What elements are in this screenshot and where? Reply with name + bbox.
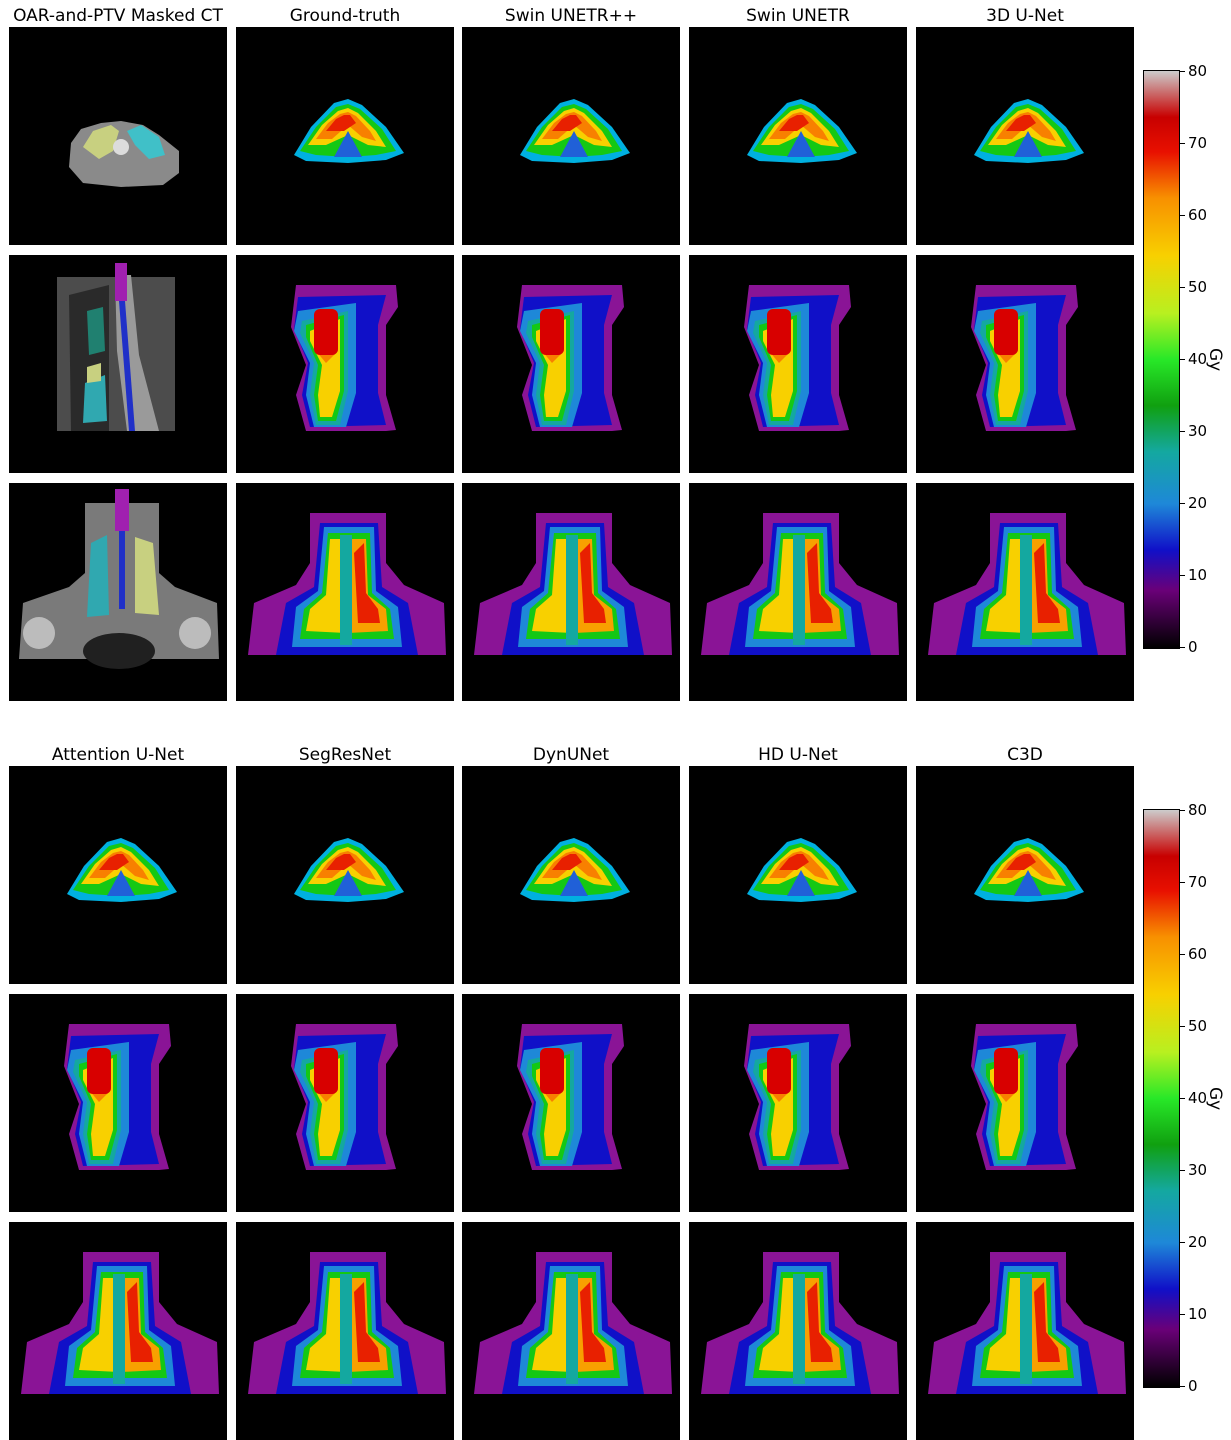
- colorbar-top-tick-label: 30: [1188, 422, 1208, 440]
- image-segresnet-sagittal: [236, 994, 454, 1212]
- colorbar-bottom-tick: [1179, 882, 1185, 883]
- image-attention-unet-sagittal: [9, 994, 227, 1212]
- image-ground-truth-sagittal: [236, 255, 454, 473]
- colorbar-bottom-tick-label: 80: [1188, 801, 1208, 819]
- colorbar-bottom-tick: [1179, 1386, 1185, 1387]
- colorbar-top-tick-label: 40: [1188, 350, 1208, 368]
- image-dynunet-sagittal: [462, 994, 680, 1212]
- colorbar-top-tick: [1179, 647, 1185, 648]
- image-attention-unet-axial: [9, 766, 227, 984]
- colorbar-bottom-tick: [1179, 1314, 1185, 1315]
- image-masked-ct-sagittal: [9, 255, 227, 473]
- colorbar-top-tick: [1179, 143, 1185, 144]
- image-attention-unet-coronal: [9, 1222, 227, 1440]
- image-masked-ct-coronal: [9, 483, 227, 701]
- colorbar-bottom-tick: [1179, 1242, 1185, 1243]
- column-title-dynunet: DynUNet: [532, 745, 610, 765]
- column-title-attention-unet: Attention U-Net: [51, 745, 185, 765]
- image-hd-unet-sagittal: [689, 994, 907, 1212]
- colorbar-top-tick-label: 50: [1188, 278, 1208, 296]
- image-hd-unet-axial: [689, 766, 907, 984]
- colorbar-top-tick: [1179, 503, 1185, 504]
- colorbar-bottom-tick-label: 0: [1188, 1377, 1198, 1395]
- image-c3d-coronal: [916, 1222, 1134, 1440]
- colorbar-top-tick-label: 20: [1188, 494, 1208, 512]
- image-swin-unetr-pp-axial: [462, 27, 680, 245]
- colorbar-top-tick: [1179, 359, 1185, 360]
- colorbar-bottom-tick-label: 40: [1188, 1089, 1208, 1107]
- column-title-ground-truth: Ground-truth: [289, 6, 401, 26]
- colorbar-top-tick: [1179, 575, 1185, 576]
- column-title-segresnet: SegResNet: [298, 745, 392, 765]
- column-title-swin-unetr-pp: Swin UNETR++: [504, 6, 638, 26]
- column-title-c3d: C3D: [1007, 745, 1043, 765]
- image-masked-ct-axial: [9, 27, 227, 245]
- colorbar-bottom-tick-label: 20: [1188, 1233, 1208, 1251]
- column-title-hd-unet: HD U-Net: [758, 745, 838, 765]
- image-ground-truth-coronal: [236, 483, 454, 701]
- image-segresnet-axial: [236, 766, 454, 984]
- colorbar-top-tick-label: 80: [1188, 62, 1208, 80]
- colorbar-bottom-tick-label: 70: [1188, 873, 1208, 891]
- image-dynunet-coronal: [462, 1222, 680, 1440]
- colorbar-top-tick-label: 70: [1188, 134, 1208, 152]
- colorbar-top-label: Gy: [1205, 348, 1225, 372]
- colorbar-bottom-tick-label: 30: [1188, 1161, 1208, 1179]
- colorbar-top-tick: [1179, 215, 1185, 216]
- image-3d-unet-sagittal: [916, 255, 1134, 473]
- image-swin-unetr-coronal: [689, 483, 907, 701]
- image-swin-unetr-axial: [689, 27, 907, 245]
- colorbar-top-tick: [1179, 71, 1185, 72]
- colorbar-bottom-label: Gy: [1205, 1087, 1225, 1111]
- colorbar-bottom-tick-label: 10: [1188, 1305, 1208, 1323]
- colorbar-bottom-tick-label: 60: [1188, 945, 1208, 963]
- colorbar-top-tick: [1179, 431, 1185, 432]
- image-dynunet-axial: [462, 766, 680, 984]
- column-title-masked-ct: OAR-and-PTV Masked CT: [13, 6, 223, 26]
- column-title-swin-unetr: Swin UNETR: [746, 6, 850, 26]
- image-swin-unetr-pp-coronal: [462, 483, 680, 701]
- image-c3d-axial: [916, 766, 1134, 984]
- image-hd-unet-coronal: [689, 1222, 907, 1440]
- colorbar-top-tick-label: 10: [1188, 566, 1208, 584]
- column-title-3d-unet: 3D U-Net: [986, 6, 1064, 26]
- colorbar-bottom-tick: [1179, 954, 1185, 955]
- colorbar-bottom-tick: [1179, 1026, 1185, 1027]
- colorbar-top-tick: [1179, 287, 1185, 288]
- colorbar-bottom-tick: [1179, 810, 1185, 811]
- colorbar-top-tick-label: 60: [1188, 206, 1208, 224]
- colorbar-bottom: [1143, 809, 1180, 1388]
- image-3d-unet-coronal: [916, 483, 1134, 701]
- colorbar-bottom-tick: [1179, 1098, 1185, 1099]
- image-ground-truth-axial: [236, 27, 454, 245]
- image-swin-unetr-pp-sagittal: [462, 255, 680, 473]
- image-c3d-sagittal: [916, 994, 1134, 1212]
- colorbar-bottom-tick-label: 50: [1188, 1017, 1208, 1035]
- image-3d-unet-axial: [916, 27, 1134, 245]
- image-segresnet-coronal: [236, 1222, 454, 1440]
- colorbar-bottom-tick: [1179, 1170, 1185, 1171]
- image-swin-unetr-sagittal: [689, 255, 907, 473]
- colorbar-top-tick-label: 0: [1188, 638, 1198, 656]
- colorbar-top: [1143, 70, 1180, 649]
